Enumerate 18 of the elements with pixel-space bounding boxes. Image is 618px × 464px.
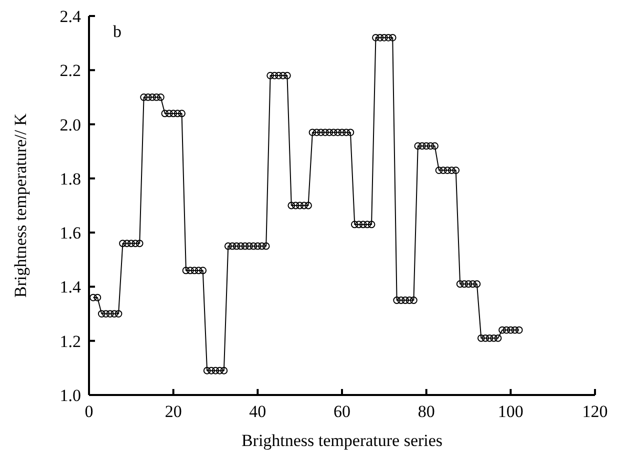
x-tick-label: 0 (84, 402, 94, 422)
y-tick-label: 1.2 (60, 332, 81, 351)
y-tick-label: 2.4 (60, 7, 82, 26)
x-tick-label: 120 (582, 402, 608, 422)
x-axis-title: Brightness temperature series (241, 431, 443, 450)
y-tick-label: 2.2 (60, 61, 81, 80)
y-tick-label: 1.8 (60, 169, 81, 188)
x-tick-label: 100 (498, 402, 524, 422)
y-axis-title: Brightness temperature// K (11, 112, 30, 298)
y-tick-label: 1.4 (60, 278, 82, 297)
y-tick-label: 2.0 (60, 115, 81, 134)
y-tick-label: 1.0 (60, 386, 81, 406)
annotation: b (113, 22, 122, 42)
x-tick-label: 60 (334, 402, 350, 422)
x-tick-label: 20 (164, 402, 182, 422)
y-tick-label: 1.6 (60, 224, 81, 243)
x-tick-label: 80 (418, 402, 435, 422)
x-tick-label: 40 (249, 402, 266, 422)
